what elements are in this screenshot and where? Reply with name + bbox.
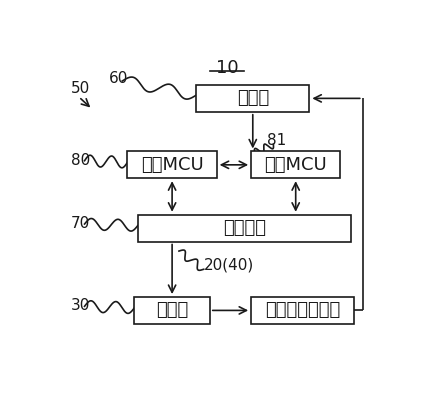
Text: 第一MCU: 第一MCU [141,156,203,174]
Text: 10: 10 [216,59,238,77]
Bar [134,297,210,324]
Bar [251,151,340,178]
Text: 50: 50 [71,81,90,96]
Text: 70: 70 [71,216,90,231]
Bar [128,151,217,178]
Text: 第二MCU: 第二MCU [264,156,327,174]
Text: 30: 30 [71,298,90,313]
Bar [138,215,351,242]
Bar [196,85,309,112]
Text: 传感器: 传感器 [237,89,269,107]
Text: 制动器: 制动器 [156,301,188,319]
Text: 20(40): 20(40) [204,258,254,272]
Text: 驱动电路: 驱动电路 [223,219,266,237]
Text: 80: 80 [71,152,90,168]
Text: 60: 60 [109,71,128,86]
Text: 电机（变速器）: 电机（变速器） [265,301,340,319]
Text: 81: 81 [267,133,286,148]
Bar [251,297,354,324]
